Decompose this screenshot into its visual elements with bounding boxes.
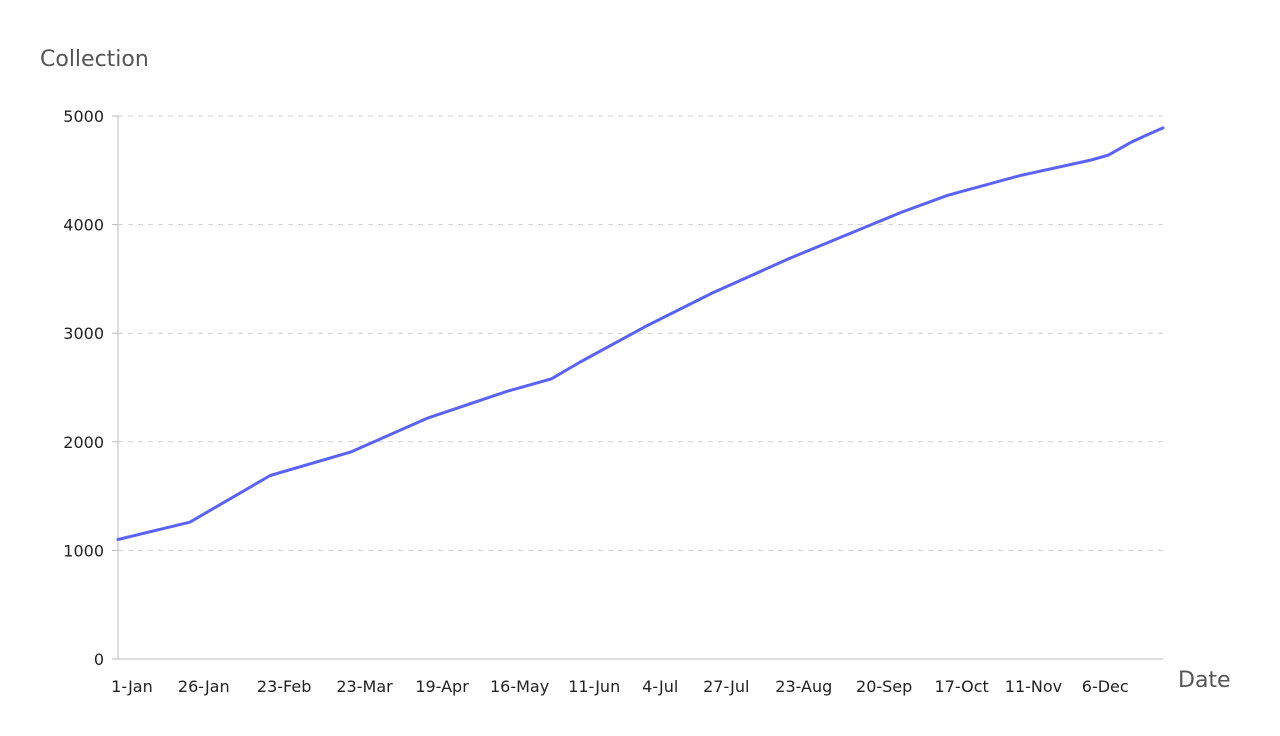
y-tick-label: 3000 <box>63 324 104 343</box>
series-line <box>116 126 1165 541</box>
x-tick-label: 23-Mar <box>336 677 393 696</box>
x-tick-label: 20-Sep <box>856 677 912 696</box>
x-axis-title: Date <box>1178 668 1231 693</box>
x-tick-label: 1-Jan <box>111 677 153 696</box>
y-tick-label: 5000 <box>63 107 104 126</box>
x-tick-label: 23-Feb <box>257 677 311 696</box>
x-tick-label: 4-Jul <box>642 677 678 696</box>
y-axis-title: Collection <box>40 47 149 72</box>
x-tick-label: 27-Jul <box>703 677 749 696</box>
x-tick-label: 26-Jan <box>178 677 230 696</box>
x-tick-label: 11-Nov <box>1005 677 1062 696</box>
x-tick-label: 16-May <box>490 677 549 696</box>
y-tick-label: 2000 <box>63 433 104 452</box>
y-tick-label: 1000 <box>63 541 104 560</box>
x-tick-label: 23-Aug <box>775 677 832 696</box>
y-tick-label: 0 <box>94 650 104 669</box>
y-tick-label: 4000 <box>63 216 104 235</box>
x-tick-label: 17-Oct <box>935 677 989 696</box>
x-tick-label: 11-Jun <box>568 677 620 696</box>
x-tick-label: 6-Dec <box>1082 677 1129 696</box>
x-tick-label: 19-Apr <box>415 677 469 696</box>
